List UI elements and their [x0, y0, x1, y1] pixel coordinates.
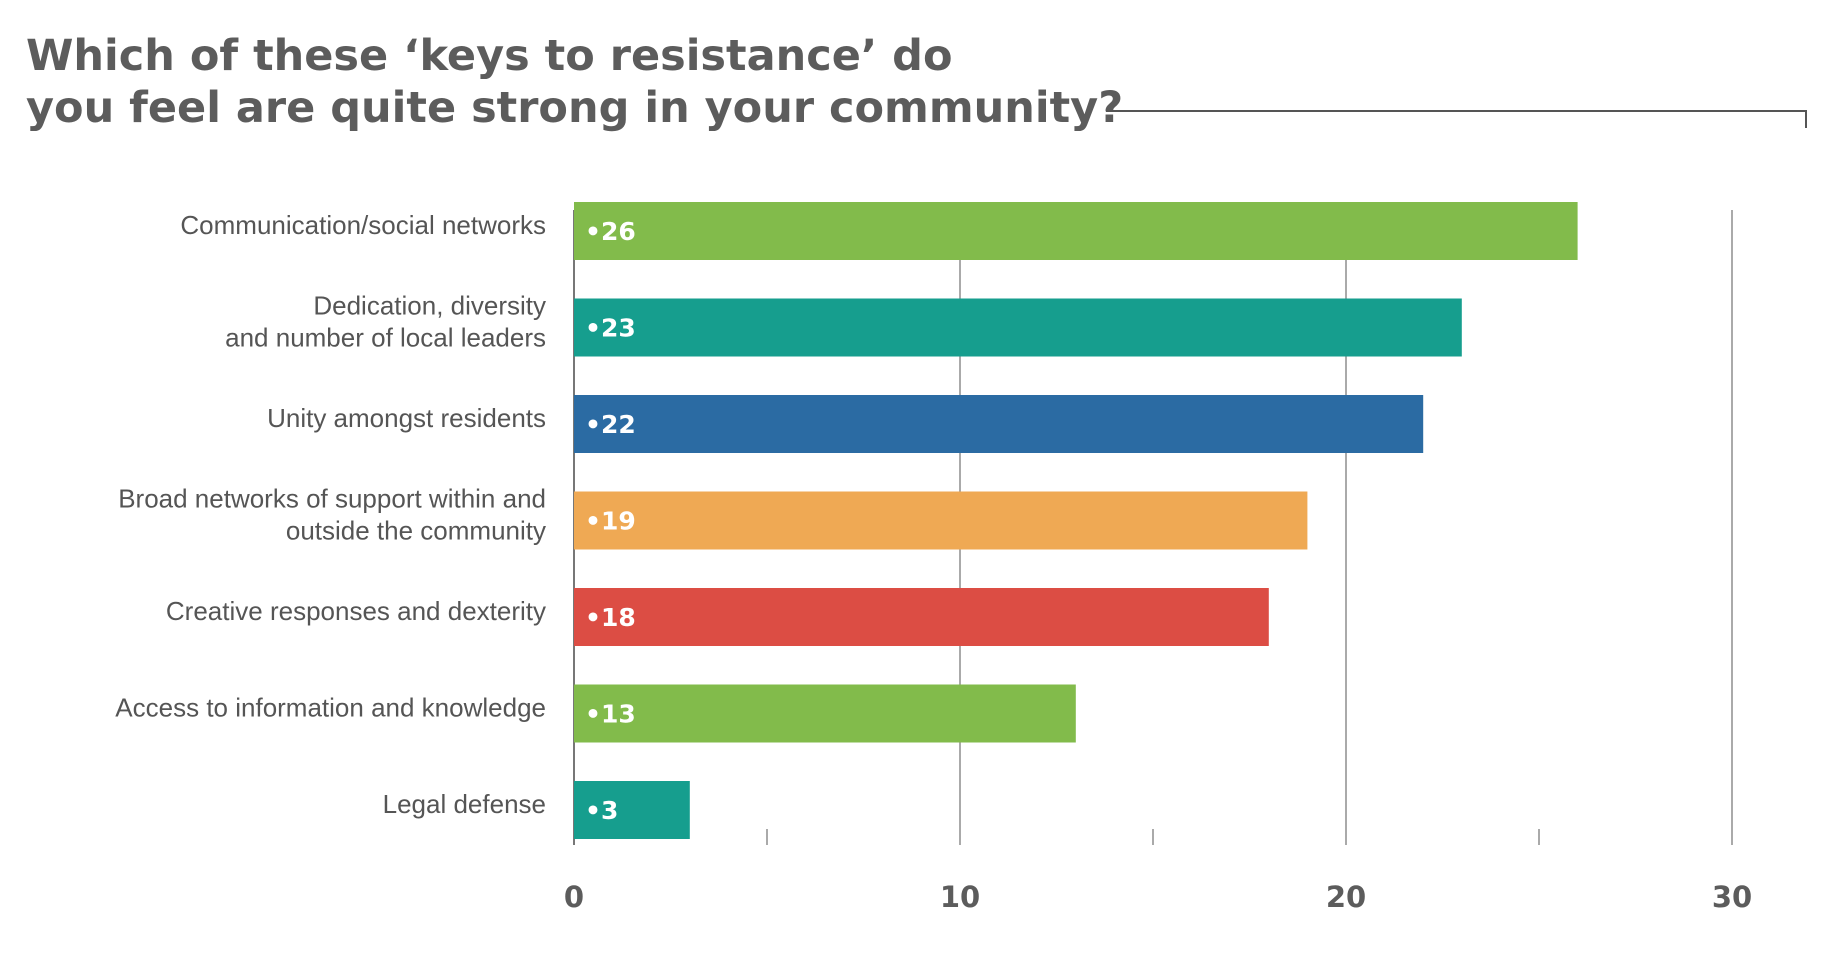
- bar-value-label-4: •18: [585, 603, 636, 632]
- title-rule: [1106, 110, 1806, 112]
- category-label-line: Creative responses and dexterity: [166, 596, 546, 626]
- bar-value-label-3: •19: [585, 507, 636, 536]
- chart-title-line-2: you feel are quite strong in your commun…: [26, 83, 1124, 133]
- chart-title-line-1: Which of these ‘keys to resistance’ do: [26, 31, 953, 81]
- category-label-line: Communication/social networks: [180, 210, 546, 240]
- bar-2: [574, 395, 1424, 453]
- category-label-line: Legal defense: [383, 789, 546, 819]
- bar-value-label-0: •26: [585, 217, 636, 246]
- bar-value-label-2: •22: [585, 410, 636, 439]
- category-label-5: Access to information and knowledge: [115, 693, 546, 723]
- category-label-line: Dedication, diversity: [313, 291, 546, 321]
- bar-value-label-5: •13: [585, 700, 636, 729]
- category-label-0: Communication/social networks: [180, 210, 546, 240]
- category-label-line: Access to information and knowledge: [115, 693, 546, 723]
- category-label-4: Creative responses and dexterity: [166, 596, 546, 626]
- category-label-line: Unity amongst residents: [267, 403, 546, 433]
- category-label-line: and number of local leaders: [225, 323, 546, 353]
- bar-6: [574, 781, 690, 839]
- category-label-line: outside the community: [286, 516, 546, 546]
- chart-title: Which of these ‘keys to resistance’ do y…: [26, 30, 1124, 134]
- x-tick-label-0: 0: [564, 880, 584, 914]
- bar-4: [574, 588, 1269, 646]
- bar-1: [574, 298, 1462, 357]
- category-label-6: Legal defense: [383, 789, 546, 819]
- category-label-3: Broad networks of support within and outs…: [118, 484, 546, 546]
- bar-3: [574, 491, 1308, 550]
- category-label-line: Broad networks of support within and: [118, 484, 546, 514]
- bar-value-label-6: •3: [585, 796, 618, 825]
- category-label-1: Dedication, diversity and number of local…: [225, 291, 546, 353]
- x-tick-label-10: 10: [940, 880, 980, 914]
- bar-0: [574, 202, 1578, 260]
- category-label-2: Unity amongst residents: [267, 403, 546, 433]
- x-tick-label-30: 30: [1712, 880, 1752, 914]
- bar-5: [574, 684, 1076, 743]
- x-tick-label-20: 20: [1326, 880, 1366, 914]
- title-rule-end: [1805, 110, 1807, 128]
- bar-value-label-1: •23: [585, 314, 636, 343]
